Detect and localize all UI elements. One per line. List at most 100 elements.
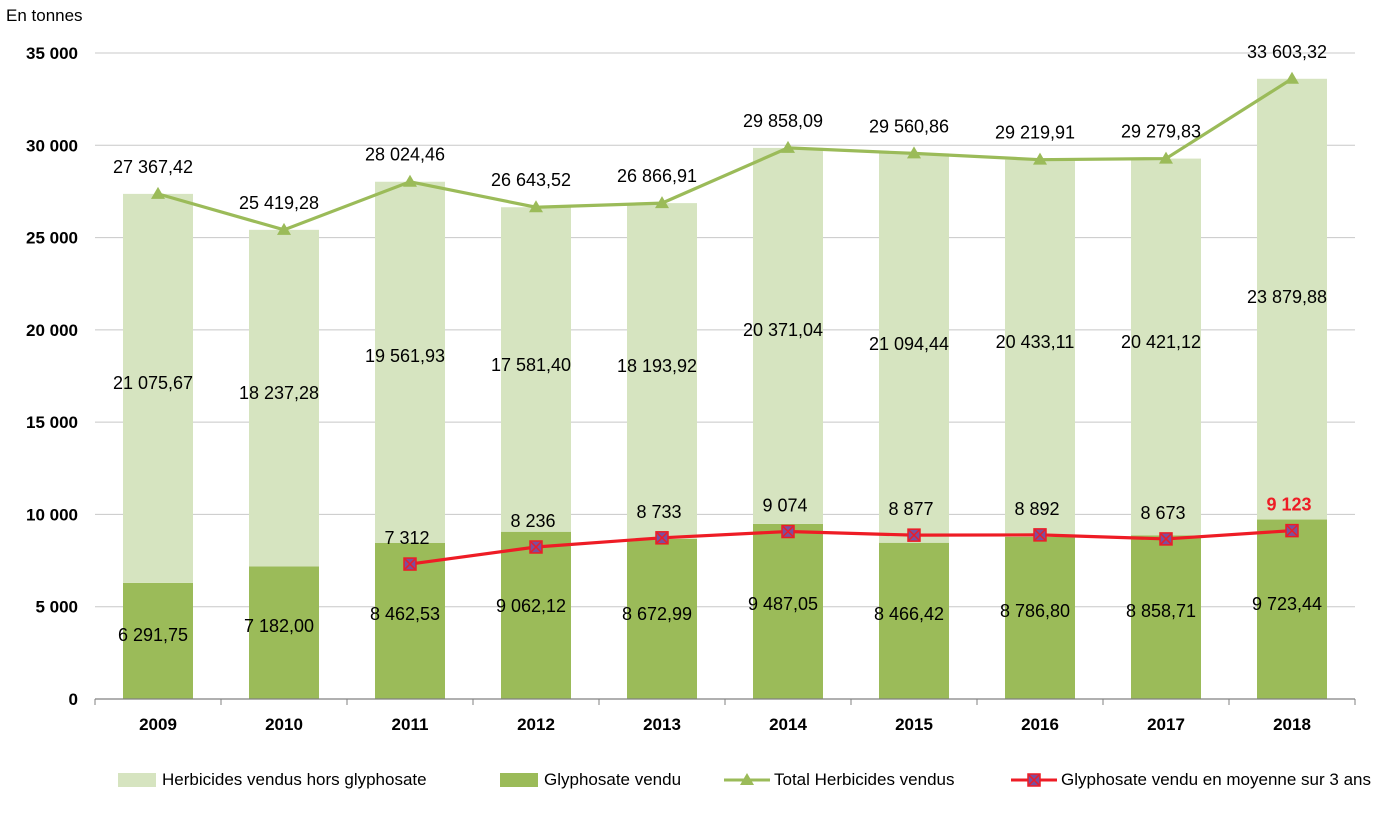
data-label-glyphosate-average: 9 074 — [762, 496, 807, 516]
data-label-glyphosate: 7 182,00 — [244, 616, 314, 636]
marker-total-herbicides — [151, 186, 165, 199]
bar-glyphosate — [879, 542, 949, 699]
y-tick-label: 5 000 — [35, 598, 78, 617]
data-label-hors-glyphosate: 19 561,93 — [365, 346, 445, 366]
data-label-total-herbicides: 29 858,09 — [743, 111, 823, 131]
data-label-glyphosate-average: 8 236 — [510, 511, 555, 531]
x-tick-label: 2017 — [1147, 715, 1185, 734]
data-label-glyphosate: 8 462,53 — [370, 604, 440, 624]
data-label-total-herbicides: 29 560,86 — [869, 116, 949, 136]
data-label-glyphosate-average: 8 733 — [636, 502, 681, 522]
data-label-total-herbicides: 25 419,28 — [239, 193, 319, 213]
lines-group — [151, 71, 1299, 571]
bar-glyphosate — [501, 531, 571, 699]
line-total-herbicides — [157, 77, 1293, 232]
y-tick-label: 15 000 — [26, 413, 78, 432]
y-tick-label: 25 000 — [26, 229, 78, 248]
bar-glyphosate — [753, 523, 823, 699]
marker-glyphosate-average-cross — [908, 529, 920, 541]
marker-total-herbicides — [1159, 151, 1173, 164]
x-tick-label: 2016 — [1021, 715, 1059, 734]
x-tick-label: 2014 — [769, 715, 807, 734]
y-tick-label: 20 000 — [26, 321, 78, 340]
bar-hors-glyphosate — [375, 181, 445, 543]
data-label-glyphosate-average: 9 123 — [1266, 495, 1311, 515]
line-glyphosate-average — [409, 529, 1293, 566]
bar-hors-glyphosate — [627, 203, 697, 539]
bar-hors-glyphosate — [501, 207, 571, 532]
marker-total-herbicides — [1285, 71, 1299, 84]
data-label-hors-glyphosate: 20 421,12 — [1121, 332, 1201, 352]
bars-group — [123, 78, 1327, 699]
data-label-glyphosate: 9 723,44 — [1252, 594, 1322, 614]
data-label-total-herbicides: 26 866,91 — [617, 166, 697, 186]
legend-line-average-icon — [1011, 773, 1057, 787]
bar-hors-glyphosate — [879, 153, 949, 543]
bar-hors-glyphosate — [1131, 158, 1201, 536]
x-tick-label: 2012 — [517, 715, 555, 734]
data-label-glyphosate: 9 062,12 — [496, 596, 566, 616]
marker-glyphosate-average-cross — [530, 541, 542, 553]
data-label-total-herbicides: 27 367,42 — [113, 157, 193, 177]
data-labels-group: 6 291,75 7 182,00 8 462,53 9 062,12 8 672,99… — [113, 42, 1327, 645]
data-label-total-herbicides: 29 219,91 — [995, 123, 1075, 143]
data-label-glyphosate: 8 858,71 — [1126, 601, 1196, 621]
data-label-hors-glyphosate: 21 094,44 — [869, 334, 949, 354]
data-label-glyphosate-average: 8 877 — [888, 499, 933, 519]
data-label-total-herbicides: 26 643,52 — [491, 170, 571, 190]
y-axis-unit-label: En tonnes — [6, 6, 83, 25]
marker-glyphosate-average-cross — [782, 525, 794, 538]
legend-item-glyphosate: Glyphosate vendu — [500, 770, 681, 790]
x-tick-label: 2018 — [1273, 715, 1311, 734]
data-label-total-herbicides: 28 024,46 — [365, 145, 445, 165]
data-label-hors-glyphosate: 17 581,40 — [491, 355, 571, 375]
legend-swatch-glyphosate — [500, 773, 538, 787]
bar-glyphosate — [627, 538, 697, 699]
data-label-hors-glyphosate: 20 433,11 — [996, 332, 1075, 352]
data-label-glyphosate-average: 7 312 — [384, 528, 429, 548]
bar-hors-glyphosate — [249, 229, 319, 567]
data-label-glyphosate: 6 291,75 — [118, 625, 188, 645]
data-label-glyphosate: 8 672,99 — [622, 604, 692, 624]
bar-hors-glyphosate — [1005, 159, 1075, 537]
bar-glyphosate — [1131, 535, 1201, 699]
axes-group: 0 5 000 10 000 15 000 20 000 25 000 30 000 35 0… — [26, 44, 1356, 734]
y-tick-label: 35 000 — [26, 44, 78, 63]
legend-item-total: Total Herbicides vendus — [724, 770, 954, 790]
bar-hors-glyphosate — [753, 147, 823, 524]
marker-total-herbicides — [1033, 152, 1047, 165]
x-tick-label: 2009 — [139, 715, 177, 734]
herbicide-sales-chart: 0 5 000 10 000 15 000 20 000 25 000 30 000 35 0… — [26, 42, 1356, 734]
x-tick-label: 2011 — [392, 715, 429, 734]
data-label-glyphosate: 8 466,42 — [874, 604, 944, 624]
data-label-hors-glyphosate: 21 075,67 — [113, 373, 193, 393]
bar-glyphosate — [1005, 536, 1075, 699]
legend-label-glyphosate: Glyphosate vendu — [544, 770, 682, 789]
legend-label-hors-glyphosate: Herbicides vendus hors glyphosate — [162, 770, 427, 789]
data-label-total-herbicides: 33 603,32 — [1247, 42, 1327, 62]
bar-glyphosate — [123, 582, 193, 699]
legend-swatch-hors-glyphosate — [118, 773, 156, 787]
x-tick-label: 2015 — [895, 715, 933, 734]
legend-line-total-icon — [724, 773, 770, 785]
bar-glyphosate — [249, 566, 319, 699]
y-tick-label: 30 000 — [26, 136, 78, 155]
data-label-hors-glyphosate: 20 371,04 — [743, 320, 823, 340]
marker-glyphosate-average-cross — [1286, 525, 1298, 537]
marker-total-herbicides — [403, 174, 417, 187]
data-label-hors-glyphosate: 18 237,28 — [239, 383, 319, 403]
data-label-glyphosate-average: 8 892 — [1014, 499, 1059, 519]
marker-glyphosate-average-cross — [656, 532, 668, 544]
data-label-total-herbicides: 29 279,83 — [1121, 122, 1201, 142]
marker-total-herbicides — [655, 196, 669, 209]
data-label-glyphosate: 8 786,80 — [1000, 601, 1070, 621]
marker-total-herbicides — [781, 140, 795, 153]
x-tick-label: 2013 — [643, 715, 681, 734]
legend-label-total: Total Herbicides vendus — [774, 770, 955, 789]
data-label-hors-glyphosate: 18 193,92 — [617, 356, 697, 376]
marker-glyphosate-average-cross — [1160, 533, 1172, 545]
x-tick-label: 2010 — [265, 715, 303, 734]
marker-total-herbicides — [277, 222, 291, 235]
data-label-glyphosate-average: 8 673 — [1140, 503, 1185, 523]
bar-glyphosate — [1257, 519, 1327, 699]
